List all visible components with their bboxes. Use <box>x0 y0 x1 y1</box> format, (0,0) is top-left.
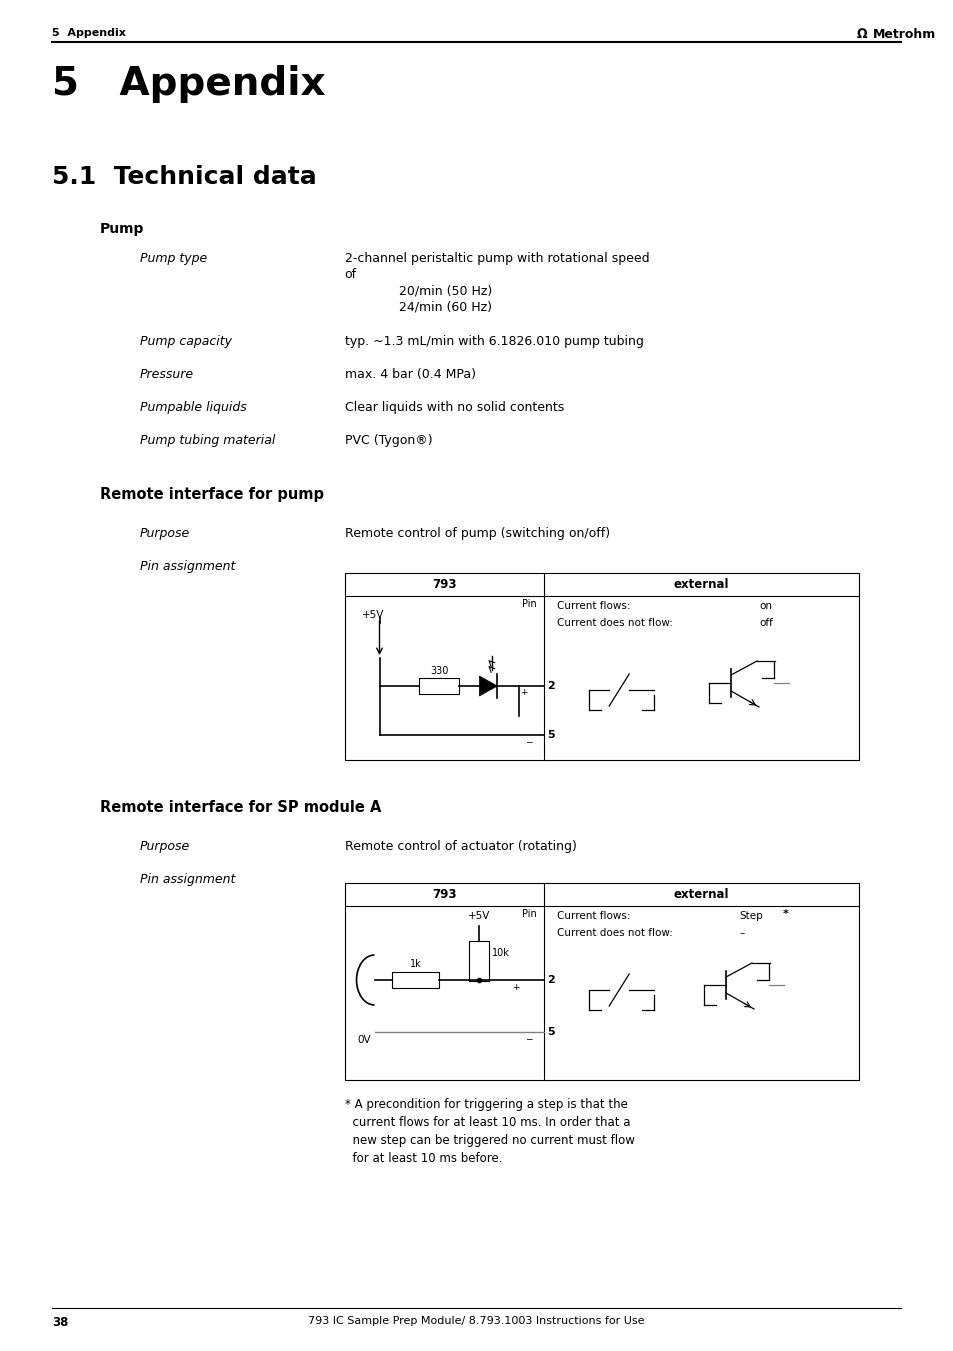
Text: +5V: +5V <box>468 911 490 921</box>
Text: max. 4 bar (0.4 MPa): max. 4 bar (0.4 MPa) <box>344 367 475 381</box>
Text: Current flows:: Current flows: <box>557 601 630 611</box>
Text: 330: 330 <box>430 666 448 676</box>
Text: Clear liquids with no solid contents: Clear liquids with no solid contents <box>344 401 563 413</box>
Text: Pin: Pin <box>521 909 537 919</box>
Text: on: on <box>759 601 771 611</box>
Text: of: of <box>344 267 356 281</box>
Bar <box>419 678 459 694</box>
Text: Remote control of actuator (rotating): Remote control of actuator (rotating) <box>344 840 576 852</box>
Text: current flows for at least 10 ms. In order that a: current flows for at least 10 ms. In ord… <box>344 1116 629 1129</box>
Text: Remote control of pump (switching on/off): Remote control of pump (switching on/off… <box>344 527 609 540</box>
Text: 2: 2 <box>547 681 555 690</box>
Text: 5.1  Technical data: 5.1 Technical data <box>51 165 316 189</box>
Text: external: external <box>673 578 728 590</box>
Text: 5: 5 <box>547 1027 555 1038</box>
Text: 20/min (50 Hz): 20/min (50 Hz) <box>399 284 492 297</box>
Text: Ω: Ω <box>856 28 866 41</box>
Polygon shape <box>478 676 497 696</box>
Text: Pin: Pin <box>521 598 537 609</box>
Text: external: external <box>673 888 728 901</box>
Text: 2-channel peristaltic pump with rotational speed: 2-channel peristaltic pump with rotation… <box>344 253 648 265</box>
Text: *: * <box>782 909 788 919</box>
Text: Pin assignment: Pin assignment <box>140 561 235 573</box>
Text: Purpose: Purpose <box>140 840 190 852</box>
Text: 2: 2 <box>547 975 555 985</box>
Text: Pump capacity: Pump capacity <box>140 335 232 349</box>
Text: 24/min (60 Hz): 24/min (60 Hz) <box>399 300 492 313</box>
Text: 1k: 1k <box>410 959 421 969</box>
Text: PVC (Tygon®): PVC (Tygon®) <box>344 434 432 447</box>
Text: −: − <box>524 1034 532 1043</box>
Text: 5  Appendix: 5 Appendix <box>51 28 126 38</box>
Text: Remote interface for SP module A: Remote interface for SP module A <box>100 800 381 815</box>
Text: 793 IC Sample Prep Module/ 8.793.1003 Instructions for Use: 793 IC Sample Prep Module/ 8.793.1003 In… <box>308 1316 644 1325</box>
Text: Current does not flow:: Current does not flow: <box>557 928 673 938</box>
Text: typ. ∼1.3 mL/min with 6.1826.010 pump tubing: typ. ∼1.3 mL/min with 6.1826.010 pump tu… <box>344 335 642 349</box>
Text: +5V: +5V <box>361 611 383 620</box>
Text: Current flows:: Current flows: <box>557 911 630 921</box>
Text: 5   Appendix: 5 Appendix <box>51 65 325 103</box>
Text: Pump: Pump <box>100 222 144 236</box>
Text: 793: 793 <box>432 578 456 590</box>
Bar <box>392 971 439 988</box>
Text: Pressure: Pressure <box>140 367 193 381</box>
Text: 5: 5 <box>547 730 555 740</box>
Text: Current does not flow:: Current does not flow: <box>557 617 673 628</box>
Bar <box>469 942 489 981</box>
Text: for at least 10 ms before.: for at least 10 ms before. <box>344 1152 501 1165</box>
Text: Step: Step <box>739 911 762 921</box>
Text: Purpose: Purpose <box>140 527 190 540</box>
Text: off: off <box>759 617 772 628</box>
Text: +: + <box>519 688 527 697</box>
Text: Pumpable liquids: Pumpable liquids <box>140 401 246 413</box>
Text: +: + <box>511 984 518 992</box>
Bar <box>344 884 858 1079</box>
Text: –: – <box>739 928 743 938</box>
Text: −: − <box>524 738 532 746</box>
Text: Remote interface for pump: Remote interface for pump <box>100 486 323 503</box>
Text: 0V: 0V <box>357 1035 371 1046</box>
Text: new step can be triggered no current must flow: new step can be triggered no current mus… <box>344 1133 634 1147</box>
Text: Pump tubing material: Pump tubing material <box>140 434 274 447</box>
Bar <box>344 573 858 761</box>
Text: Pump type: Pump type <box>140 253 207 265</box>
Text: 38: 38 <box>51 1316 69 1329</box>
Text: Pin assignment: Pin assignment <box>140 873 235 886</box>
Text: 793: 793 <box>432 888 456 901</box>
Text: 10k: 10k <box>492 948 510 958</box>
Text: Metrohm: Metrohm <box>872 28 935 41</box>
Text: * A precondition for triggering a step is that the: * A precondition for triggering a step i… <box>344 1098 627 1111</box>
